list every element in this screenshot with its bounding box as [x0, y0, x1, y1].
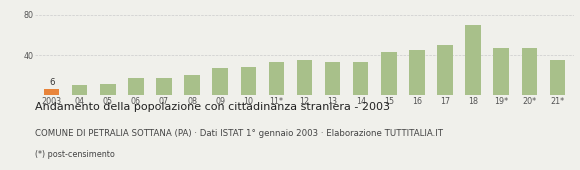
- Text: (*) post-censimento: (*) post-censimento: [35, 150, 115, 159]
- Text: COMUNE DI PETRALIA SOTTANA (PA) · Dati ISTAT 1° gennaio 2003 · Elaborazione TUTT: COMUNE DI PETRALIA SOTTANA (PA) · Dati I…: [35, 129, 443, 138]
- Bar: [409, 50, 425, 95]
- Bar: [353, 62, 368, 95]
- Bar: [100, 84, 115, 95]
- Text: Andamento della popolazione con cittadinanza straniera - 2003: Andamento della popolazione con cittadin…: [35, 102, 390, 112]
- Bar: [297, 60, 312, 95]
- Bar: [128, 78, 144, 95]
- Bar: [325, 62, 340, 95]
- Bar: [212, 68, 228, 95]
- Bar: [241, 67, 256, 95]
- Bar: [156, 78, 172, 95]
- Bar: [269, 62, 284, 95]
- Bar: [184, 75, 200, 95]
- Bar: [494, 48, 509, 95]
- Text: 6: 6: [49, 78, 55, 87]
- Bar: [521, 48, 537, 95]
- Bar: [437, 45, 453, 95]
- Bar: [44, 89, 59, 95]
- Bar: [550, 60, 565, 95]
- Bar: [381, 52, 397, 95]
- Bar: [72, 85, 88, 95]
- Bar: [465, 25, 481, 95]
